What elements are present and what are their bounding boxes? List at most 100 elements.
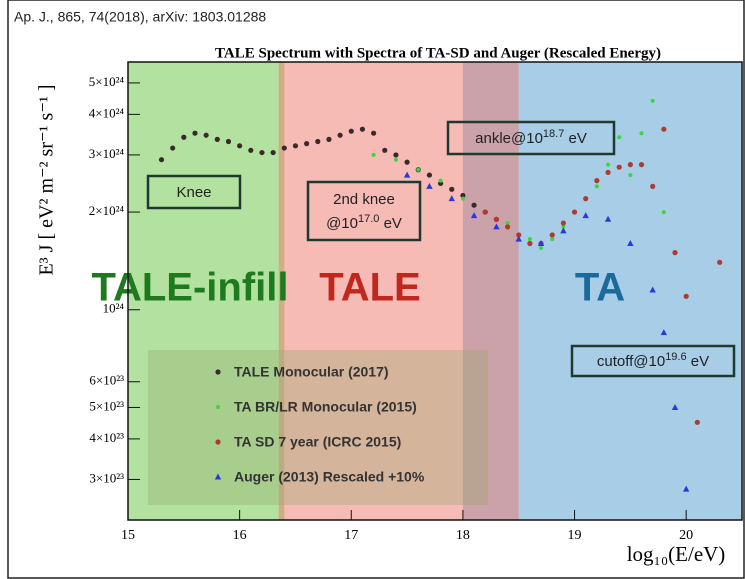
annotation-part: @10 — [326, 215, 358, 232]
data-point — [571, 209, 578, 215]
annotation-box — [306, 180, 422, 242]
annotation-part: Knee — [176, 184, 211, 201]
data-point — [371, 152, 376, 157]
x-tick-label: 20 — [679, 528, 693, 543]
data-point — [504, 224, 511, 230]
annotation-text: @1017.0 eV — [326, 213, 402, 232]
data-point — [403, 171, 411, 178]
data-point — [416, 167, 421, 172]
data-point — [661, 210, 666, 215]
legend-label: TA BR/LR Monocular (2015) — [234, 399, 417, 415]
data-point — [606, 162, 611, 167]
region-label: TA — [575, 266, 625, 310]
data-point — [616, 164, 622, 170]
annotation-box — [570, 344, 736, 378]
data-point — [237, 143, 243, 149]
annotation-sup: 19.6 — [665, 351, 686, 363]
chart-title: TALE Spectrum with Spectra of TA-SD and … — [215, 45, 661, 61]
data-point — [639, 131, 644, 136]
x-tick-label: 16 — [233, 528, 247, 543]
y-tick-label: 2×10²⁴ — [89, 203, 125, 218]
x-tick-label: 17 — [344, 528, 358, 543]
legend-label: Auger (2013) Rescaled +10% — [234, 469, 425, 485]
data-point — [717, 259, 723, 265]
annotation-part: eV — [687, 353, 710, 370]
data-point — [225, 138, 232, 145]
data-point — [437, 180, 444, 187]
legend-marker — [215, 369, 221, 375]
data-point — [671, 403, 679, 410]
y-tick-label: 5×10²³ — [89, 398, 124, 413]
annotation-text: 2nd knee — [333, 191, 395, 208]
y-axis-label: E³ J [ eV² m⁻² sr⁻¹ s⁻¹ ] — [36, 84, 58, 275]
series — [482, 126, 723, 425]
data-point — [192, 130, 198, 136]
data-point — [605, 169, 611, 176]
data-point — [348, 128, 354, 134]
data-point — [561, 224, 566, 229]
annotation-sup: 17.0 — [358, 213, 379, 225]
annotation-sup: 18.7 — [543, 128, 564, 140]
data-point — [527, 240, 533, 247]
data-point — [426, 172, 433, 178]
region — [128, 62, 285, 520]
annotation-text: ankle@1018.7 eV — [475, 128, 587, 147]
data-point — [672, 250, 678, 256]
data-point — [315, 138, 321, 145]
x-tick-label: 15 — [121, 528, 135, 543]
data-point — [404, 159, 410, 165]
annotation-box — [446, 120, 616, 156]
data-point — [248, 147, 254, 153]
data-point — [203, 132, 209, 138]
y-tick-label: 4×10²³ — [89, 430, 124, 445]
data-point — [393, 152, 399, 158]
annotation-part: cutoff@10 — [597, 353, 665, 370]
data-point — [604, 215, 612, 222]
data-point — [448, 195, 455, 202]
data-point — [304, 141, 310, 147]
data-point — [359, 126, 366, 132]
data-point — [594, 178, 600, 184]
source: Ap. J., 865, 74(2018), arXiv: 1803.01288 — [14, 9, 266, 25]
data-point — [560, 227, 567, 234]
region — [278, 62, 519, 520]
data-point — [683, 293, 689, 299]
data-point — [158, 157, 165, 163]
data-point — [628, 173, 633, 178]
data-point — [259, 149, 265, 156]
series — [403, 171, 690, 492]
data-point — [560, 220, 566, 226]
annotation-box — [146, 174, 242, 210]
data-point — [170, 145, 176, 151]
data-point — [505, 221, 510, 226]
data-point — [515, 235, 522, 242]
data-point — [516, 232, 522, 238]
x-tick-label: 19 — [568, 528, 582, 543]
data-point — [460, 196, 465, 201]
data-point — [393, 157, 398, 162]
x-axis-label: log₁₀(E/eV) — [627, 542, 726, 566]
annotation-text: Knee — [176, 184, 211, 201]
data-point — [650, 98, 655, 103]
legend-box — [148, 350, 488, 505]
data-point — [493, 216, 499, 222]
data-point — [537, 240, 545, 247]
data-point — [493, 223, 500, 230]
data-point — [460, 192, 466, 199]
legend-marker — [215, 439, 221, 445]
series — [158, 126, 499, 222]
data-point — [181, 134, 187, 140]
data-point — [449, 186, 455, 192]
data-point — [426, 182, 433, 189]
data-point — [649, 286, 656, 293]
y-tick-label: 10²⁴ — [103, 301, 125, 316]
annotation-part: eV — [564, 130, 587, 147]
plot-frame — [127, 61, 743, 521]
y-tick-label: 6×10²³ — [89, 373, 124, 388]
legend-label: TA SD 7 year (ICRC 2015) — [234, 434, 401, 450]
legend-marker — [216, 405, 220, 409]
y-tick-label: 5×10²⁴ — [89, 74, 125, 89]
frame — [7, 0, 745, 579]
data-point — [292, 143, 299, 149]
